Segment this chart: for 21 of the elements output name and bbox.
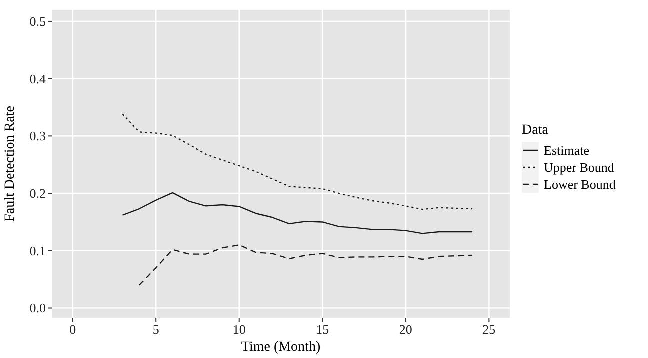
legend-label: Estimate bbox=[544, 143, 590, 158]
x-tick-label: 10 bbox=[232, 322, 246, 337]
legend-title: Data bbox=[522, 123, 550, 138]
y-tick-label: 0.1 bbox=[30, 243, 46, 258]
line-series bbox=[122, 114, 474, 210]
x-tick-label: 25 bbox=[482, 322, 496, 337]
y-tick-label: 0.4 bbox=[30, 71, 46, 86]
x-tick-label: 5 bbox=[152, 322, 160, 337]
x-axis-title: Time (Month) bbox=[241, 340, 321, 355]
y-axis-title: Fault Detection Rate bbox=[3, 106, 18, 222]
x-tick-label: 15 bbox=[316, 322, 330, 337]
legend-label: Upper Bound bbox=[544, 160, 615, 175]
y-tick-label: 0.3 bbox=[30, 128, 46, 144]
y-tick-label: 0.2 bbox=[30, 186, 46, 202]
x-tick-label: 0 bbox=[70, 322, 76, 337]
y-tick-label: 0.0 bbox=[30, 300, 46, 316]
x-tick-label: 20 bbox=[399, 322, 412, 337]
line-series bbox=[122, 192, 474, 234]
line-series bbox=[138, 244, 474, 286]
legend-label: Lower Bound bbox=[544, 177, 616, 192]
y-tick-label: 0.5 bbox=[30, 14, 46, 29]
